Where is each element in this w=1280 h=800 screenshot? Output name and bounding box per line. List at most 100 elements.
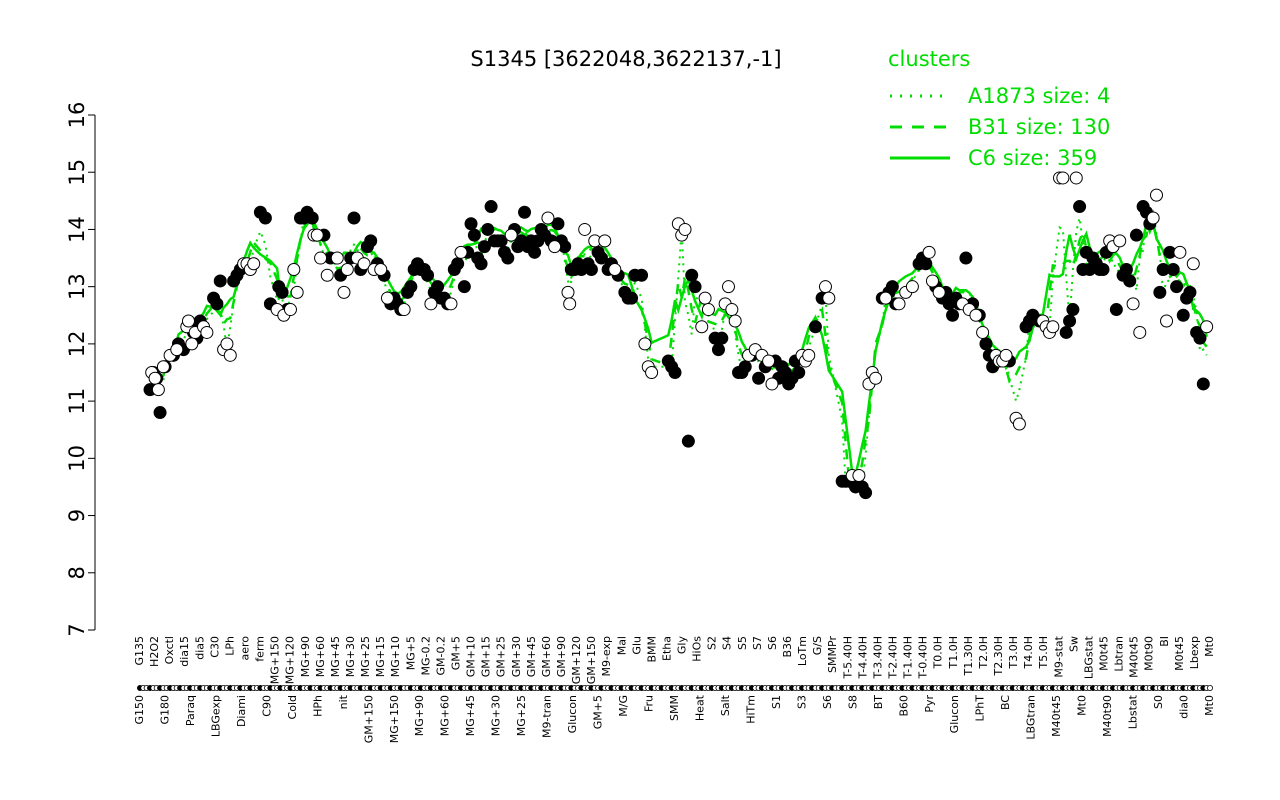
x-tick-label: GM+90 — [555, 636, 568, 677]
point-filled — [1109, 303, 1123, 317]
point-open — [922, 245, 936, 259]
point-open — [1012, 417, 1026, 431]
point-filled — [959, 251, 973, 265]
x-tick-label: HiOs — [691, 636, 704, 662]
x-tick-label: S6 — [821, 695, 834, 709]
point-open — [148, 371, 162, 385]
point-open — [598, 234, 612, 248]
x-tick-label: T1.30H — [962, 636, 975, 676]
x-tick-label: GM+60 — [540, 636, 553, 677]
point-filled — [1176, 308, 1190, 322]
point-open — [200, 325, 214, 339]
x-tick-label: ferm — [254, 636, 267, 662]
x-tick-label: MG+45 — [464, 695, 477, 736]
point-filled — [1123, 274, 1137, 288]
x-tick-label: MG+25 — [359, 636, 372, 677]
x-tick-label: M0t45 — [1098, 636, 1111, 671]
series-lines — [149, 208, 1208, 487]
point-filled — [808, 320, 822, 334]
x-tick-label: MG+120 — [284, 636, 297, 684]
y-tick-label: 16 — [65, 102, 89, 129]
x-tick-label: Pyr — [923, 695, 936, 713]
point-filled — [275, 285, 289, 299]
series-line-b31 — [150, 208, 1208, 483]
point-open — [879, 291, 893, 305]
x-tick-label: Lbexp — [1188, 636, 1201, 669]
point-open — [852, 469, 866, 482]
x-tick-label: T1.0H — [947, 636, 960, 669]
series-line-a1873 — [149, 209, 1208, 487]
point-filled — [979, 337, 993, 351]
point-filled — [474, 257, 488, 271]
point-filled — [457, 280, 471, 294]
point-open — [818, 280, 832, 294]
x-tick-label: LoTm — [796, 636, 809, 666]
legend: clusters A1873 size: 4 B31 size: 130 C6 si… — [888, 47, 1110, 170]
point-open — [380, 291, 394, 305]
x-tick-label: Mt0 — [1203, 636, 1216, 657]
point-open — [1126, 297, 1140, 311]
x-tick-label: GM+5 — [449, 636, 462, 670]
x-tick-label: S4 — [721, 636, 734, 650]
point-open — [698, 291, 712, 305]
point-filled — [153, 406, 167, 420]
x-tick-label: Salt — [719, 694, 732, 716]
point-open — [822, 291, 836, 305]
point-filled — [752, 371, 766, 385]
x-tick-label: MG+90 — [299, 636, 312, 677]
point-open — [223, 348, 237, 362]
point-open — [892, 297, 906, 311]
point-filled — [1183, 285, 1197, 299]
x-tick-label: LPhT — [974, 695, 987, 722]
point-filled — [919, 257, 933, 271]
point-open — [1133, 325, 1147, 339]
point-open — [1186, 257, 1200, 271]
y-tick-label: 14 — [65, 216, 89, 243]
x-tick-label: GM+10 — [465, 636, 478, 677]
point-open — [905, 280, 919, 294]
x-tick-label: SMM — [668, 695, 681, 721]
x-tick-label: M9-exp — [600, 636, 613, 677]
x-tick-label: M9-tran — [541, 695, 554, 738]
x-tick-label: dia15 — [178, 636, 191, 667]
x-tick-label: S3 — [795, 695, 808, 709]
x-tick-label: LPh — [223, 636, 236, 656]
point-filled — [885, 280, 899, 294]
x-tick-label: C90 — [260, 695, 273, 717]
x-tick-label: B36 — [781, 636, 794, 658]
point-open — [504, 228, 518, 242]
legend-title: clusters — [888, 47, 970, 71]
point-open — [802, 348, 816, 362]
x-tick-label: G/S — [811, 636, 824, 655]
x-tick-label: Cold — [286, 695, 299, 719]
x-tick-label: GM-0.2 — [434, 636, 447, 675]
point-open — [340, 263, 354, 276]
axes: 7 8 9 10 11 12 13 14 15 16 — [65, 102, 96, 637]
point-filled — [1059, 325, 1073, 339]
x-tick-label: T2.0H — [977, 636, 990, 669]
point-filled — [364, 234, 378, 248]
point-filled — [451, 257, 465, 271]
x-tick-label: aero — [238, 636, 251, 661]
x-tick-label: BT — [872, 695, 885, 710]
point-open — [678, 222, 692, 236]
x-tick-label: T-2.40H — [887, 636, 900, 679]
point-filled — [1153, 285, 1167, 299]
y-tick-label: 7 — [65, 623, 89, 636]
x-tick-label: MG+90 — [413, 695, 426, 736]
point-open — [1069, 171, 1083, 185]
point-filled — [685, 268, 699, 282]
x-tick-label: S2 — [706, 636, 719, 650]
x-tick-label: M9-stat — [1052, 635, 1065, 677]
y-tick-label: 13 — [65, 273, 89, 300]
y-tick-label: 12 — [65, 331, 89, 358]
point-filled — [467, 228, 481, 242]
x-tick-label: S8 — [846, 695, 859, 709]
point-open — [608, 263, 622, 276]
x-tick-label: T3.0H — [1007, 636, 1020, 669]
x-tick-label: MG+30 — [490, 695, 503, 736]
x-tick-label: MG+25 — [515, 695, 528, 736]
point-filled — [1170, 280, 1184, 294]
point-open — [976, 325, 990, 339]
x-tick-label: LBGtran — [1025, 695, 1038, 740]
